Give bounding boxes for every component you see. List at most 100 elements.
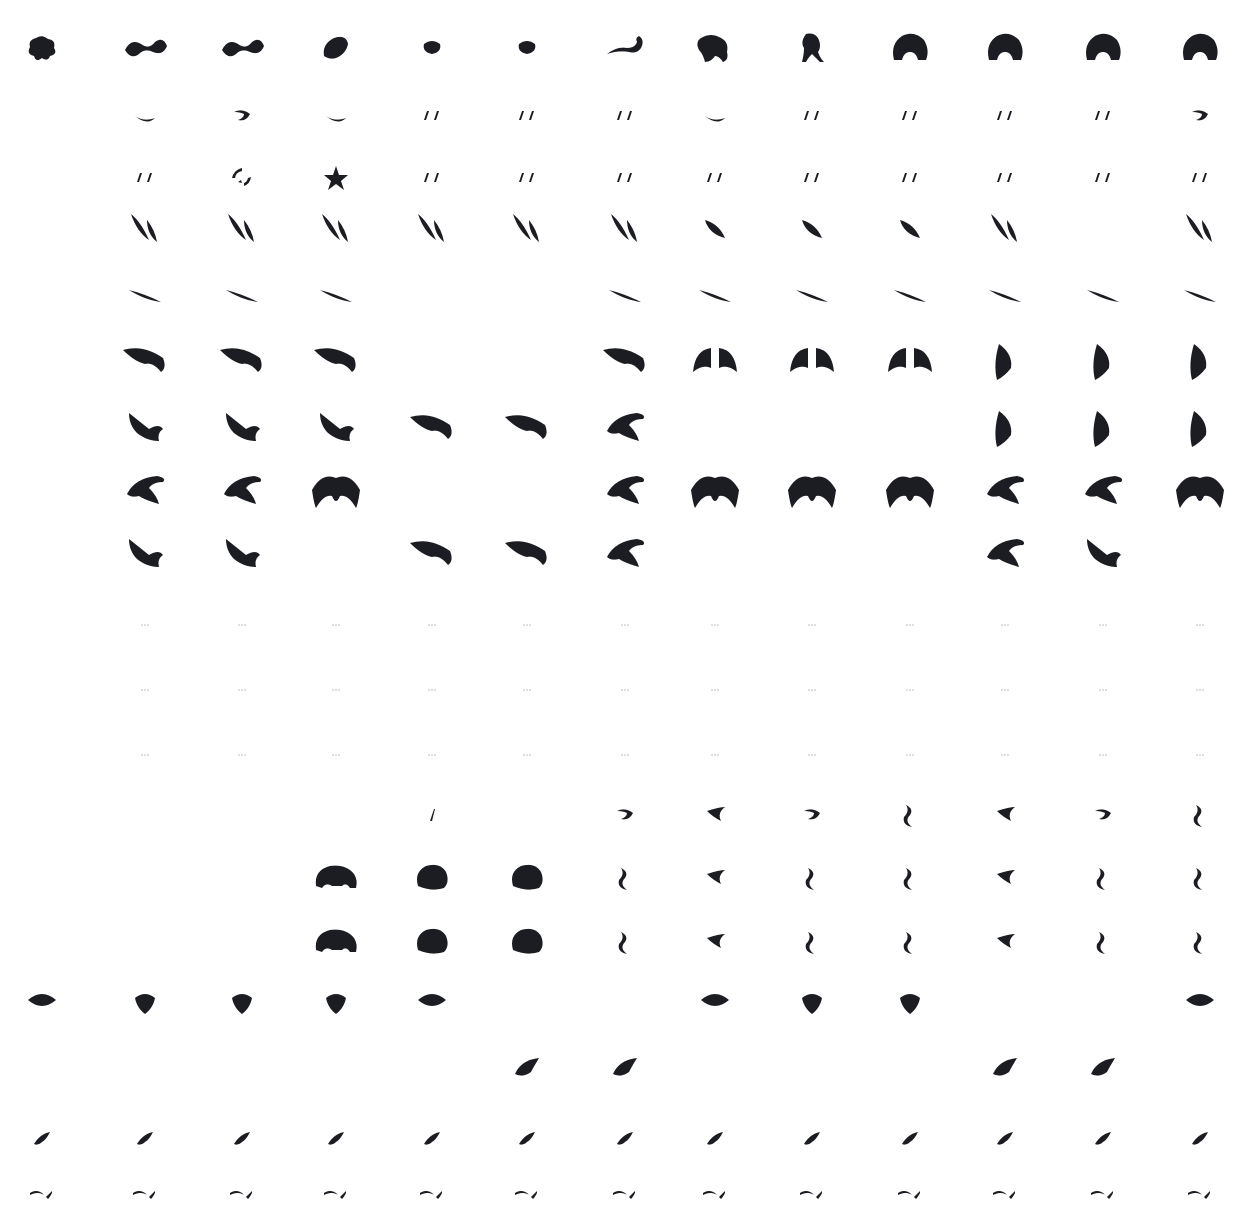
sprite-ticks-23 (1095, 111, 1110, 120)
sprite-dots-116 (1099, 689, 1107, 691)
sprite-fan-163 (701, 994, 729, 1006)
sprite-ticks-36 (1192, 173, 1207, 182)
sprite-squiggle-188 (420, 1191, 442, 1199)
sprite-beast-7 (697, 35, 728, 62)
sprite-wings-63 (790, 348, 834, 372)
sprite-fish-170 (1091, 1058, 1115, 1076)
sprite-hook-14 (234, 110, 250, 121)
sprite-squiggle-196 (1188, 1191, 1210, 1199)
sprite-ticks-30 (617, 173, 632, 182)
sprite-dots-127 (1001, 754, 1009, 756)
sprite-dots-95 (238, 624, 246, 626)
sprite-streak-57 (1184, 290, 1216, 302)
sprite-bird-68 (129, 413, 163, 441)
sprite-small-179 (804, 1132, 820, 1145)
sprite-ticks-25 (137, 173, 152, 182)
sprite-burst-26 (232, 168, 251, 186)
sprite-squiggle-191 (703, 1191, 725, 1199)
sprite-streak-53 (796, 290, 828, 302)
sprite-squiggle-190 (613, 1191, 635, 1199)
sprite-dots-126 (906, 754, 914, 756)
sprite-leaves-37 (131, 214, 157, 242)
sprite-leaf-45 (900, 220, 920, 238)
sprite-curl-156 (1096, 932, 1105, 954)
sprite-flap-132 (707, 807, 725, 821)
sprite-small-177 (617, 1132, 633, 1145)
sprite-curl-146 (1096, 868, 1105, 890)
sprite-streak-55 (989, 290, 1021, 302)
sprite-ticks-18 (617, 111, 632, 120)
sprite-ticks-22 (997, 111, 1012, 120)
sprite-dots-112 (711, 689, 719, 691)
sprite-ticks-29 (519, 173, 534, 182)
sprite-streak-48 (129, 290, 161, 302)
sprite-fish-168 (613, 1058, 637, 1076)
sprite-dots-111 (621, 689, 629, 691)
sprite-drop-160 (232, 994, 252, 1014)
sprite-ticks-32 (804, 173, 819, 182)
sprite-dots-98 (523, 624, 531, 626)
sprite-dots-100 (711, 624, 719, 626)
sprite-dots-115 (1001, 689, 1009, 691)
sprite-fin-65 (995, 344, 1012, 380)
sprite-dots-107 (238, 689, 246, 691)
sprite-curl-147 (1193, 868, 1202, 890)
sprite-fin-67 (1190, 344, 1207, 380)
sprite-curl-153 (805, 932, 814, 954)
sprite-critter-0 (28, 36, 56, 61)
sprite-fin-66 (1093, 344, 1110, 380)
sprite-swoosh-13 (135, 116, 155, 122)
sprite-small-178 (707, 1132, 723, 1145)
sprite-squiggle-185 (133, 1191, 155, 1199)
sprite-dots-121 (428, 754, 436, 756)
sprite-ticks-28 (424, 173, 439, 182)
sprite-wing-59 (220, 348, 262, 372)
sprite-wing-72 (505, 415, 547, 439)
sprite-bird-87 (129, 539, 163, 567)
sprite-wing-58 (123, 348, 165, 372)
sprite-bat-81 (691, 476, 739, 508)
sprite-wings-62 (693, 348, 737, 372)
sprite-claw-77 (127, 476, 165, 504)
sprite-dots-119 (238, 754, 246, 756)
sprite-leaves-39 (322, 214, 348, 242)
sprite-small-173 (234, 1132, 250, 1145)
sprite-fan-166 (1186, 994, 1214, 1006)
sprite-fin-74 (995, 411, 1012, 447)
sprite-bird-93 (1087, 539, 1121, 567)
sprite-claw-73 (607, 413, 645, 441)
sprite-drop-161 (326, 994, 346, 1014)
sprite-swoosh-19 (705, 116, 725, 122)
sprite-wing-61 (603, 348, 645, 372)
sprite-dots-122 (523, 754, 531, 756)
sprite-slug-3 (323, 36, 348, 59)
sprite-flap-142 (707, 870, 725, 884)
sprite-squiggle-189 (515, 1191, 537, 1199)
sprite-leaves-41 (513, 214, 539, 242)
sprite-flap-152 (707, 934, 725, 948)
sprite-ticks-33 (902, 173, 917, 182)
sprite-leaves-47 (1186, 214, 1212, 242)
sprite-dots-97 (428, 624, 436, 626)
sprite-flap-145 (997, 870, 1015, 884)
sprite-brute-9 (893, 33, 928, 60)
sprite-squiggle-187 (324, 1191, 346, 1199)
sprite-claw-80 (607, 476, 645, 504)
sprite-ticks-20 (804, 111, 819, 120)
sprite-fin-75 (1093, 411, 1110, 447)
sprite-dots-120 (332, 754, 340, 756)
sprite-leaf-43 (705, 220, 725, 238)
sprite-small-171 (34, 1132, 50, 1145)
sprite-dots-103 (1001, 624, 1009, 626)
sprite-streak-56 (1087, 290, 1119, 302)
sprite-small-183 (1192, 1132, 1208, 1145)
sprite-dots-124 (711, 754, 719, 756)
sprite-bird-70 (320, 413, 354, 441)
sprite-leaf-44 (802, 220, 822, 238)
sprite-dots-114 (906, 689, 914, 691)
sprite-scorpion-6 (607, 36, 643, 54)
sprite-squiggle-194 (993, 1191, 1015, 1199)
sprite-streak-51 (609, 290, 641, 302)
sprite-dots-109 (428, 689, 436, 691)
sprite-leaves-42 (611, 214, 637, 242)
